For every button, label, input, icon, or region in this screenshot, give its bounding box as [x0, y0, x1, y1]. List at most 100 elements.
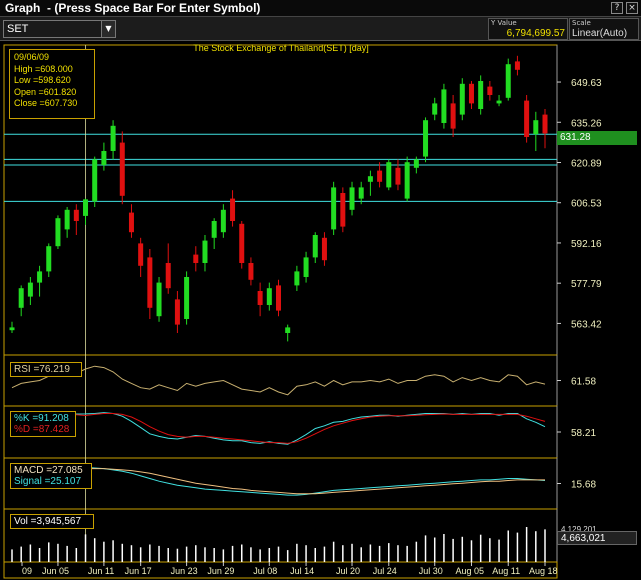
candle-body — [395, 167, 401, 185]
candle-body — [303, 257, 309, 277]
candle-body — [505, 64, 511, 98]
rsi-axis-label: 61.58 — [571, 377, 596, 388]
vol-last-tag: 4,663,021 — [557, 531, 637, 545]
symbol-selector[interactable]: ▼ — [3, 20, 116, 38]
x-tick-label: Aug 05 — [455, 566, 484, 576]
candle-body — [450, 103, 456, 129]
stoch-line-0 — [11, 412, 546, 445]
candle-body — [514, 61, 520, 70]
rsi-legend: RSI =76.219 — [10, 362, 82, 377]
candle-body — [404, 162, 410, 199]
y-tick-label: 563.42 — [571, 319, 602, 330]
chart-canvas[interactable]: 649.63 635.26 620.89 606.53 592.16 577.79 563.… — [0, 42, 641, 580]
candle-body — [276, 285, 281, 311]
x-tick-label: Jun 29 — [207, 566, 234, 576]
chart-title: The Stock Exchange of Thailand(SET) [day… — [193, 43, 369, 53]
scale-label: Scale — [572, 19, 591, 27]
y-value: 6,794,699.57 — [506, 28, 565, 39]
readout-low: Low =598.620 — [14, 75, 71, 85]
scale-selector[interactable]: Scale Linear(Auto) — [569, 18, 639, 40]
candle-body — [37, 271, 43, 283]
x-tick-label: Jul 24 — [373, 566, 397, 576]
candle-body — [524, 100, 530, 137]
x-tick-label: Jun 05 — [42, 566, 69, 576]
candle-body — [478, 81, 484, 109]
y-tick-label: 649.63 — [571, 78, 602, 89]
x-tick-label: Jul 20 — [336, 566, 360, 576]
candle-body — [533, 120, 539, 135]
x-tick-label: 09 — [22, 566, 32, 576]
symbol-input[interactable] — [4, 21, 102, 37]
panel-frame — [3, 354, 558, 407]
candle-body — [211, 221, 217, 238]
candle-body — [285, 327, 291, 333]
x-tick-label: Aug 18 — [529, 566, 558, 576]
readout-high: High =608.000 — [14, 63, 73, 74]
readout-open: Open =601.820 — [14, 86, 77, 97]
y-value-display: Y Value 6,794,699.57 — [488, 18, 568, 40]
candle-body — [147, 257, 153, 308]
y-tick-label: 577.79 — [571, 279, 602, 290]
candle-body — [459, 83, 465, 115]
help-button[interactable]: ? — [611, 2, 623, 14]
k-value: %K =91.208 — [14, 413, 69, 424]
candle-body — [321, 237, 327, 261]
close-button[interactable]: × — [626, 2, 638, 14]
vol-legend: Vol =3,945,567 — [10, 514, 94, 529]
candle-body — [386, 162, 392, 188]
x-tick-label: Aug 11 — [492, 566, 520, 576]
candle-body — [73, 209, 79, 221]
candle-body — [377, 170, 383, 182]
stoch-line-1 — [11, 413, 546, 444]
candle-body — [367, 176, 373, 182]
candle-body — [92, 159, 98, 202]
macd-line-1 — [11, 467, 545, 495]
readout-date: 09/06/09 — [14, 52, 50, 62]
macd-axis-label: 15.68 — [571, 480, 596, 491]
x-tick-label: Jul 14 — [290, 566, 314, 576]
candle-body — [358, 187, 364, 199]
stoch-axis-label: 58.21 — [571, 428, 596, 439]
vol-axis-top: 4,129,201 — [561, 525, 597, 534]
chevron-down-icon[interactable]: ▼ — [101, 21, 115, 37]
y-tick-label: 620.89 — [571, 159, 602, 170]
candle-body — [138, 243, 144, 266]
window-titlebar: Graph - (Press Space Bar For Enter Symbo… — [0, 0, 641, 17]
candle-body — [64, 209, 70, 230]
candle-body — [128, 212, 134, 233]
candle-body — [496, 100, 502, 104]
candle-body — [487, 86, 493, 95]
stoch-legend: %K =91.208 %D =87.428 — [10, 411, 76, 437]
candle-body — [119, 142, 125, 196]
d-value: %D =87.428 — [14, 424, 70, 435]
readout-close: Close =607.730 — [14, 98, 78, 108]
window-title: Graph - (Press Space Bar For Enter Symbo… — [5, 1, 261, 15]
macd-value: MACD =27.085 — [14, 465, 83, 476]
candle-body — [349, 187, 355, 210]
macd-legend: MACD =27.085 Signal =25.107 — [10, 463, 92, 489]
candle-body — [239, 223, 245, 263]
candle-body — [257, 291, 263, 305]
candle-body — [55, 218, 61, 247]
candle-body — [331, 187, 337, 230]
candle-body — [184, 277, 190, 319]
signal-value: Signal =25.107 — [14, 476, 82, 487]
x-tick-label: Jun 11 — [88, 566, 114, 576]
x-tick-label: Jun 23 — [171, 566, 198, 576]
candle-body — [423, 120, 429, 157]
rsi-value: RSI =76.219 — [14, 364, 70, 375]
y-tick-label: 635.26 — [571, 118, 602, 129]
candle-body — [9, 327, 15, 331]
scale-value: Linear(Auto) — [572, 28, 628, 39]
x-tick-label: Jun 17 — [125, 566, 152, 576]
candle-body — [220, 209, 226, 233]
candle-body — [248, 263, 254, 280]
x-tick-label: Jul 08 — [253, 566, 277, 576]
candle-body — [156, 282, 162, 317]
candle-body — [110, 125, 116, 151]
x-tick-label: Jul 30 — [419, 566, 443, 576]
candle-body — [230, 198, 236, 221]
candle-body — [432, 103, 438, 115]
y-value-label: Y Value — [491, 19, 517, 27]
candle-body — [542, 114, 548, 134]
